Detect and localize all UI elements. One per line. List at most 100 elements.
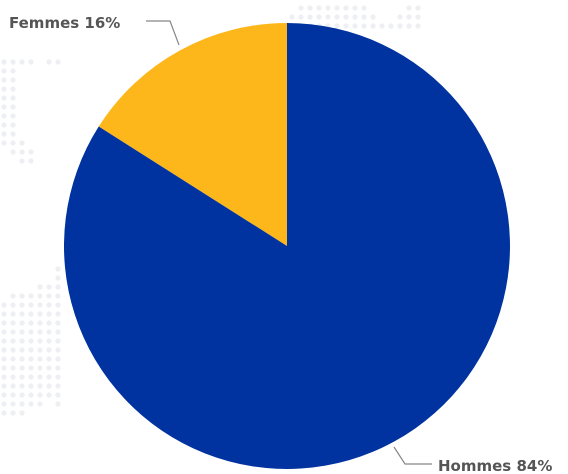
background-dot [10, 410, 16, 416]
background-dot [28, 338, 34, 344]
background-dot [28, 383, 34, 389]
background-dot [46, 356, 52, 362]
background-dot [55, 59, 61, 65]
background-dot [46, 59, 52, 65]
background-dot [334, 14, 340, 20]
background-dot [298, 14, 304, 20]
background-dot [370, 14, 376, 20]
background-dot [19, 140, 25, 146]
background-dot [10, 383, 16, 389]
background-dot [55, 347, 61, 353]
background-dot [10, 131, 16, 137]
background-dot [10, 68, 16, 74]
background-dot [1, 338, 7, 344]
background-dot [10, 293, 16, 299]
background-dot [19, 410, 25, 416]
background-dot [1, 392, 7, 398]
background-dot [352, 5, 358, 11]
background-dot [1, 59, 7, 65]
background-dot [37, 365, 43, 371]
background-dot [10, 113, 16, 119]
background-dot [19, 392, 25, 398]
background-dot [415, 14, 421, 20]
background-dot [1, 374, 7, 380]
background-dot [10, 329, 16, 335]
background-dot [397, 14, 403, 20]
background-dot [46, 329, 52, 335]
background-dot [325, 14, 331, 20]
background-dot [55, 329, 61, 335]
background-dot [1, 401, 7, 407]
background-dot [1, 68, 7, 74]
background-dot [1, 131, 7, 137]
background-dot [37, 284, 43, 290]
background-dot [10, 86, 16, 92]
background-dot [1, 383, 7, 389]
background-dot [10, 356, 16, 362]
background-dot [289, 14, 295, 20]
background-dot [352, 23, 358, 29]
background-dot [46, 374, 52, 380]
background-dot [19, 338, 25, 344]
background-dot [28, 158, 34, 164]
background-dot [1, 122, 7, 128]
background-dot [1, 329, 7, 335]
background-dot [10, 365, 16, 371]
background-dot [19, 149, 25, 155]
background-dot [1, 365, 7, 371]
background-dot [28, 392, 34, 398]
background-dot [1, 77, 7, 83]
background-dot [19, 347, 25, 353]
background-dot [10, 140, 16, 146]
background-dot [19, 302, 25, 308]
background-dot [298, 5, 304, 11]
background-dot [343, 23, 349, 29]
background-dot [46, 320, 52, 326]
background-dot [28, 302, 34, 308]
background-dot [406, 23, 412, 29]
background-dot [55, 275, 61, 281]
background-dot [361, 23, 367, 29]
background-dot [46, 365, 52, 371]
background-dot [19, 383, 25, 389]
background-dot [55, 320, 61, 326]
background-dot [37, 374, 43, 380]
background-dot [397, 23, 403, 29]
background-dot [46, 293, 52, 299]
background-dot [307, 5, 313, 11]
background-dot [46, 347, 52, 353]
background-dot [343, 5, 349, 11]
background-dot [1, 86, 7, 92]
background-dot [46, 383, 52, 389]
background-dot [55, 383, 61, 389]
background-dot [19, 401, 25, 407]
background-dot [28, 365, 34, 371]
background-dot [1, 320, 7, 326]
background-dot [10, 392, 16, 398]
background-dot [10, 59, 16, 65]
background-dot [28, 329, 34, 335]
background-dot [19, 374, 25, 380]
background-dot [10, 302, 16, 308]
background-dot [1, 140, 7, 146]
background-dot [10, 374, 16, 380]
background-dot [55, 401, 61, 407]
background-dot [1, 356, 7, 362]
background-dot [19, 311, 25, 317]
leader-line-femmes [146, 20, 180, 46]
background-dot [37, 356, 43, 362]
background-dot [28, 149, 34, 155]
background-dot [55, 356, 61, 362]
background-dot [55, 266, 61, 272]
background-dot [46, 338, 52, 344]
background-dot [46, 302, 52, 308]
background-dot [10, 401, 16, 407]
background-dot [37, 383, 43, 389]
background-dot [55, 311, 61, 317]
background-dot [55, 284, 61, 290]
background-dot [37, 392, 43, 398]
background-dot [361, 14, 367, 20]
background-dot [10, 77, 16, 83]
background-dot [37, 329, 43, 335]
background-dot [28, 356, 34, 362]
